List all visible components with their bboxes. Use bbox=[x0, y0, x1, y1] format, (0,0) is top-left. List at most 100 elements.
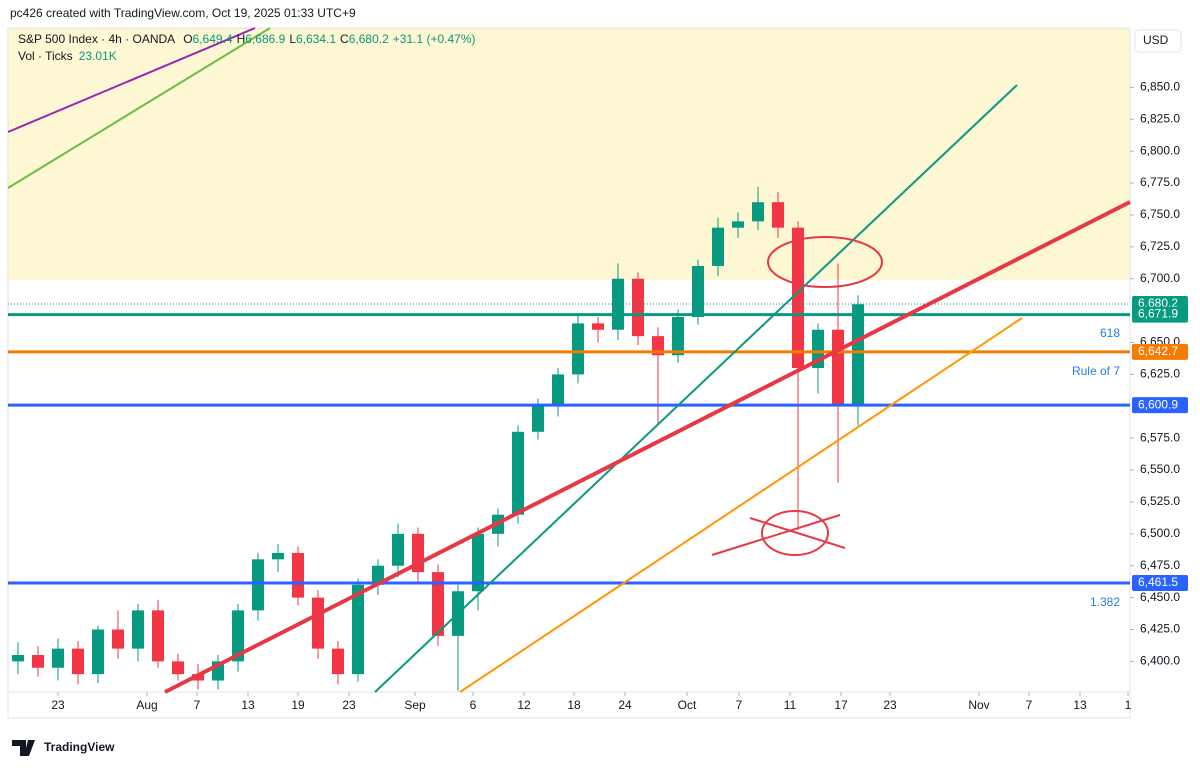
y-tick-label: 6,575.0 bbox=[1140, 430, 1180, 444]
volume-value: 23.01K bbox=[79, 49, 117, 63]
annotation: 1.382 bbox=[1090, 595, 1120, 609]
trend-line bbox=[7, 27, 271, 189]
circle-drawing bbox=[761, 510, 829, 556]
ohlc-value: 6,649.4 bbox=[193, 32, 233, 46]
ohlc-label: L bbox=[289, 32, 296, 46]
y-tick-label: 6,850.0 bbox=[1140, 80, 1180, 94]
price-label: 6,461.5 bbox=[1138, 575, 1178, 589]
price-label-box bbox=[1132, 306, 1188, 323]
candle-body bbox=[252, 559, 264, 611]
y-tick-label: 6,725.0 bbox=[1140, 239, 1180, 253]
ohlc-value: 6,634.1 bbox=[296, 32, 336, 46]
candle-body bbox=[232, 610, 244, 662]
x-tick-label: 24 bbox=[618, 698, 632, 712]
ohlc-value: 6,686.9 bbox=[245, 32, 285, 46]
brand: TradingView bbox=[44, 740, 115, 754]
x-tick-label: 7 bbox=[1026, 698, 1033, 712]
ohlc-label: H bbox=[237, 32, 246, 46]
candle-body bbox=[392, 533, 404, 566]
candle-body bbox=[372, 565, 384, 585]
candle-body bbox=[292, 552, 304, 598]
x-tick-label: 13 bbox=[1073, 698, 1087, 712]
candle-body bbox=[792, 227, 804, 369]
highlight-zone bbox=[8, 28, 1130, 280]
x-tick-label: 13 bbox=[241, 698, 255, 712]
trend-line bbox=[164, 200, 1131, 694]
trend-line bbox=[459, 317, 1023, 693]
candle-body bbox=[312, 597, 324, 649]
symbol-header: S&P 500 Index · 4h · OANDA O6,649.4 H6,686… bbox=[18, 32, 476, 46]
candle-body bbox=[552, 374, 564, 407]
candle-body bbox=[832, 329, 844, 407]
candle-body bbox=[632, 278, 644, 337]
y-tick-label: 6,550.0 bbox=[1140, 462, 1180, 476]
candle-body bbox=[72, 648, 84, 675]
candle-body bbox=[712, 227, 724, 266]
candle-body bbox=[332, 648, 344, 675]
cross-drawing bbox=[749, 517, 846, 549]
x-tick-label: Oct bbox=[678, 698, 697, 712]
price-label: 6,671.9 bbox=[1138, 307, 1178, 321]
candle-body bbox=[172, 661, 184, 675]
attribution: pc426 created with TradingView.com, Oct … bbox=[10, 6, 356, 20]
candle-body bbox=[472, 533, 484, 592]
y-tick-label: 6,500.0 bbox=[1140, 526, 1180, 540]
candle-body bbox=[272, 552, 284, 560]
candle-body bbox=[592, 323, 604, 330]
x-tick-label: 19 bbox=[291, 698, 305, 712]
price-label-box bbox=[1132, 343, 1188, 360]
price-label: 6,642.7 bbox=[1138, 344, 1178, 358]
trend-line bbox=[7, 27, 256, 133]
plot-layer bbox=[8, 186, 1130, 691]
currency[interactable]: USD bbox=[1143, 33, 1169, 47]
y-tick-label: 6,750.0 bbox=[1140, 207, 1180, 221]
ohlc-label: C bbox=[340, 32, 349, 46]
x-tick-label: 23 bbox=[342, 698, 356, 712]
x-tick-label: 1 bbox=[1125, 698, 1132, 712]
x-tick-label: Nov bbox=[968, 698, 989, 712]
volume-header: Vol · Ticks 23.01K bbox=[18, 49, 117, 63]
logo-icon bbox=[12, 740, 35, 756]
y-tick-label: 6,525.0 bbox=[1140, 494, 1180, 508]
price-label-box bbox=[1132, 397, 1188, 414]
candle-body bbox=[772, 202, 784, 228]
cross-drawing bbox=[711, 514, 841, 556]
candle-body bbox=[32, 655, 44, 668]
y-tick-label: 6,825.0 bbox=[1140, 111, 1180, 125]
y-tick-label: 6,800.0 bbox=[1140, 143, 1180, 157]
currency-button[interactable] bbox=[1134, 29, 1182, 53]
ohlc-change: +31.1 (+0.47%) bbox=[393, 32, 476, 46]
candle-body bbox=[852, 304, 864, 407]
y-tick-label: 6,700.0 bbox=[1140, 271, 1180, 285]
x-tick-label: 12 bbox=[517, 698, 531, 712]
candle-body bbox=[512, 431, 524, 515]
candle-body bbox=[112, 629, 124, 649]
x-tick-label: 18 bbox=[567, 698, 581, 712]
candle-body bbox=[52, 648, 64, 668]
x-tick-label: 11 bbox=[784, 698, 797, 712]
y-tick-label: 6,625.0 bbox=[1140, 367, 1180, 381]
brand-logo: TradingView bbox=[12, 740, 115, 756]
circle-drawing bbox=[767, 236, 883, 288]
x-tick-label: 23 bbox=[883, 698, 897, 712]
ohlc-value: 6,680.2 bbox=[349, 32, 389, 46]
candle-body bbox=[12, 655, 24, 662]
annotation: 618 bbox=[1100, 326, 1120, 340]
ohlc-label: O bbox=[183, 32, 192, 46]
symbol: S&P 500 Index · 4h · OANDA bbox=[18, 32, 175, 46]
x-tick-label: 23 bbox=[51, 698, 65, 712]
trend-line bbox=[374, 84, 1018, 693]
candle-body bbox=[432, 572, 444, 636]
x-tick-label: 7 bbox=[194, 698, 201, 712]
y-tick-label: 6,425.0 bbox=[1140, 622, 1180, 636]
annotation: Rule of 7 bbox=[1072, 364, 1120, 378]
candle-body bbox=[732, 221, 744, 228]
candle-body bbox=[752, 202, 764, 222]
candle-body bbox=[532, 406, 544, 432]
x-tick-label: Aug bbox=[136, 698, 157, 712]
candle-body bbox=[692, 265, 704, 317]
y-tick-label: 6,450.0 bbox=[1140, 590, 1180, 604]
x-tick-label: 17 bbox=[834, 698, 848, 712]
candle-body bbox=[132, 610, 144, 649]
